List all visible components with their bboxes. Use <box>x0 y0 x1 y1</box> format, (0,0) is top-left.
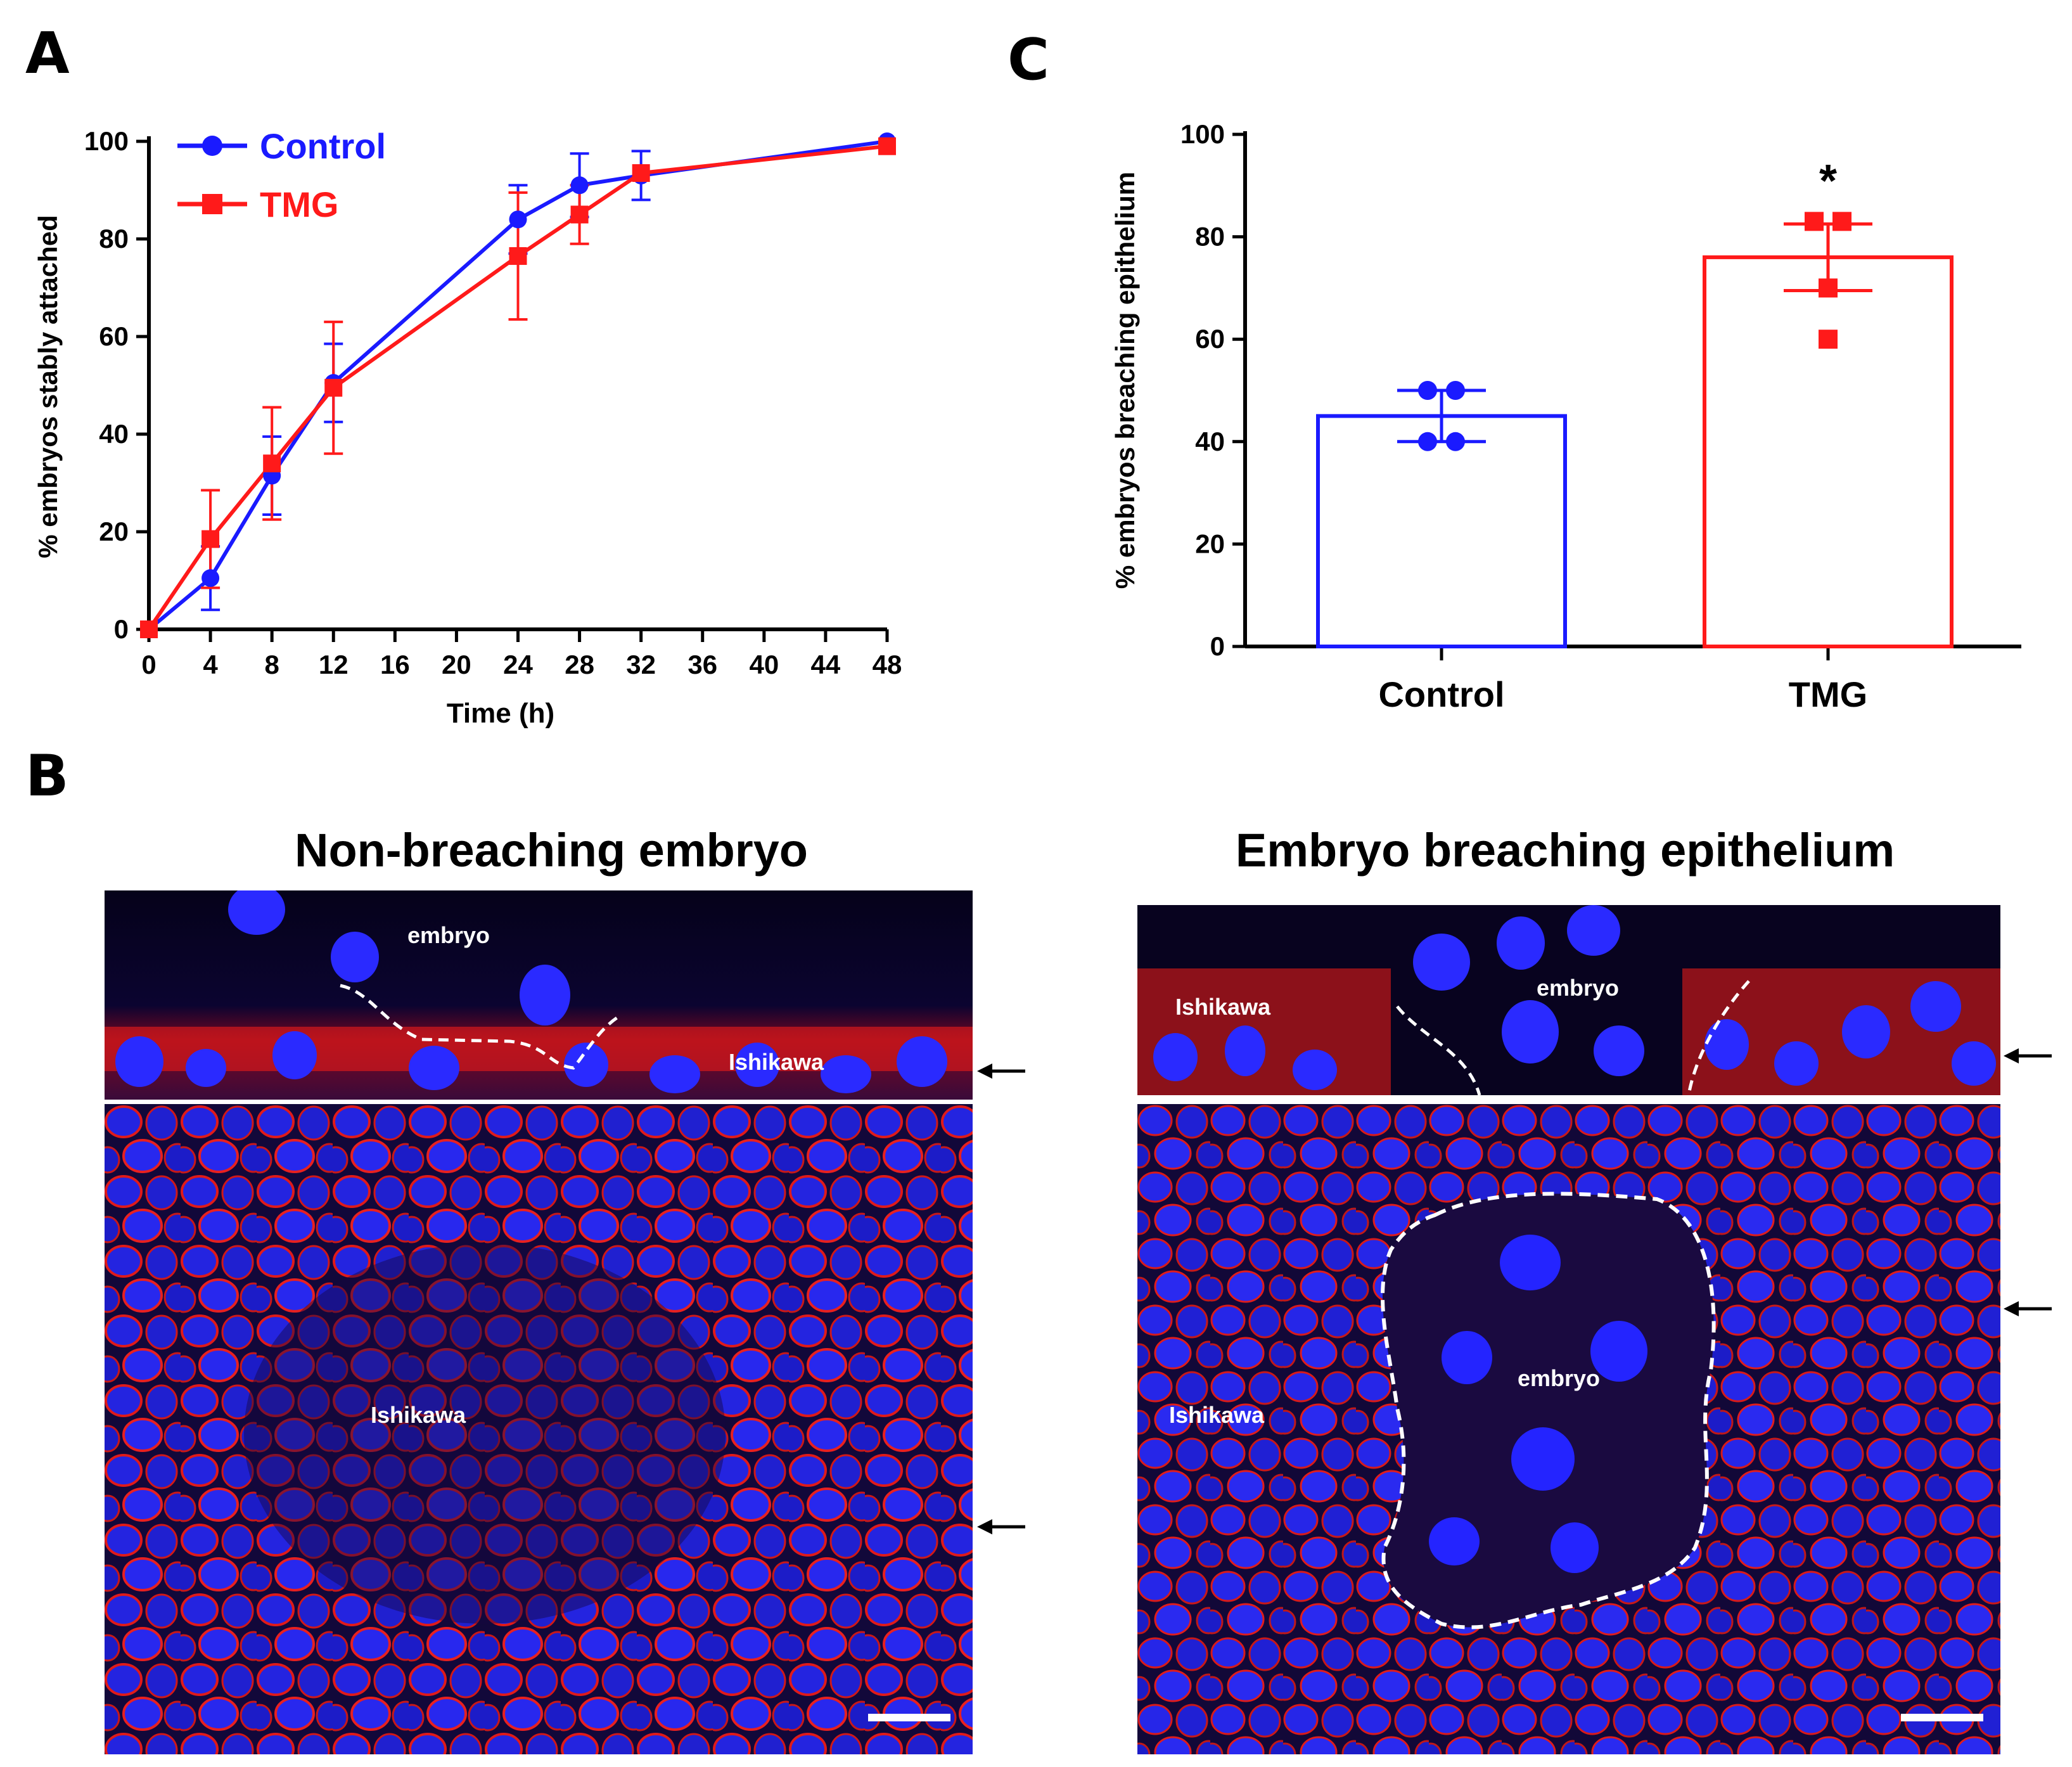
left-scale-bar <box>868 1714 950 1721</box>
data-point-tmg <box>1819 278 1838 298</box>
x-tick-label: 12 <box>319 650 349 679</box>
data-point-tmg <box>201 530 220 548</box>
legend-label: Control <box>260 126 386 166</box>
y-tick-label: 0 <box>114 614 129 644</box>
chart-a-x-axis-label: Time (h) <box>447 698 554 729</box>
data-point-tmg <box>1819 330 1838 349</box>
data-point-tmg <box>878 137 896 155</box>
data-point-tmg <box>1805 212 1824 231</box>
bar-control <box>1316 414 1567 648</box>
right-ishikawa-top-label: Ishikawa <box>1175 994 1271 1020</box>
micrograph-left-top-view: Ishikawa <box>105 1104 973 1754</box>
chart-a-y-axis-label: % embryos stably attached <box>33 215 63 558</box>
significance-marker: * <box>1819 156 1837 207</box>
left-ishikawa-top-label: Ishikawa <box>729 1049 824 1075</box>
data-point-control <box>1446 432 1465 451</box>
x-tick-label: Control <box>1378 674 1504 714</box>
data-point-control <box>509 210 527 229</box>
legend-marker <box>202 136 222 156</box>
x-tick-label: 32 <box>626 650 656 679</box>
right-embryo-bottom-label: embryo <box>1518 1365 1601 1391</box>
y-tick-label: 60 <box>99 321 129 351</box>
panel-b-left-title: Non-breaching embryo <box>295 824 808 877</box>
micrograph-right-side-view: Ishikawa embryo <box>1137 905 2000 1095</box>
legend-marker <box>202 194 222 214</box>
x-tick-label: 24 <box>503 650 533 679</box>
panel-letter-a: A <box>25 20 70 87</box>
data-point-tmg <box>509 247 527 265</box>
data-point-control <box>570 176 589 195</box>
x-tick-label: 44 <box>811 650 841 679</box>
y-tick-label: 80 <box>99 224 129 254</box>
y-tick-label: 20 <box>1195 529 1225 558</box>
data-point-control <box>1418 432 1437 451</box>
x-tick-label: 48 <box>873 650 902 679</box>
right-ishikawa-bottom-label: Ishikawa <box>1169 1402 1265 1428</box>
data-point-tmg <box>140 620 158 638</box>
data-point-tmg <box>324 378 343 397</box>
legend-label: TMG <box>260 184 338 224</box>
series-line-tmg <box>147 144 888 631</box>
micrograph-right-top-view: Ishikawa embryo <box>1137 1104 2000 1754</box>
bar-tmg <box>1703 255 1954 649</box>
y-tick-label: 80 <box>1195 222 1225 252</box>
chart-c-y-axis-label: % embryos breaching epithelium <box>1110 172 1140 589</box>
x-tick-label: 4 <box>203 650 218 679</box>
data-point-control <box>1418 381 1437 400</box>
left-top-view-arrow <box>977 1519 1025 1534</box>
y-tick-label: 100 <box>1180 119 1225 149</box>
panel-letter-c: C <box>1007 27 1050 93</box>
chart-a-legend: Control TMG <box>177 126 386 224</box>
y-tick-label: 20 <box>99 517 129 546</box>
data-point-control <box>201 569 220 588</box>
x-tick-label: 36 <box>687 650 717 679</box>
data-point-tmg <box>1832 212 1851 231</box>
left-ishikawa-bottom-label: Ishikawa <box>371 1402 466 1428</box>
panel-letter-b: B <box>25 743 69 809</box>
x-tick-label: 0 <box>141 650 156 679</box>
series-line-control <box>148 139 888 631</box>
y-tick-label: 100 <box>84 126 129 156</box>
y-tick-label: 0 <box>1210 631 1225 661</box>
data-point-tmg <box>570 205 589 224</box>
left-embryo-label: embryo <box>407 922 490 948</box>
left-side-view-arrow <box>977 1063 1025 1079</box>
y-tick-label: 60 <box>1195 324 1225 354</box>
data-point-control <box>1446 381 1465 400</box>
right-top-view-arrow <box>2004 1301 2052 1316</box>
micrograph-left-side-view: embryo Ishikawa <box>105 890 973 1100</box>
right-scale-bar <box>1901 1714 1983 1721</box>
data-point-tmg <box>632 164 650 183</box>
chart-a-series <box>140 132 896 638</box>
y-tick-label: 40 <box>99 419 129 449</box>
chart-c-bars: * <box>1316 156 1954 649</box>
breaching-bar-chart: 0 20 40 60 80 100 Control TMG * % embryos breac… <box>1110 119 2021 714</box>
right-side-view-arrow <box>2004 1048 2052 1063</box>
x-tick-label: 28 <box>565 650 594 679</box>
right-embryo-top-label: embryo <box>1537 975 1620 1001</box>
x-tick-label: 40 <box>749 650 779 679</box>
x-tick-label: 20 <box>442 650 471 679</box>
chart-c-ticks: 0 20 40 60 80 100 Control TMG <box>1180 119 1867 714</box>
x-tick-label: 8 <box>264 650 279 679</box>
panel-b-right-title: Embryo breaching epithelium <box>1235 824 1895 877</box>
data-point-tmg <box>263 454 281 473</box>
y-tick-label: 40 <box>1195 427 1225 456</box>
x-tick-label: 16 <box>380 650 410 679</box>
x-tick-label: TMG <box>1789 674 1867 714</box>
